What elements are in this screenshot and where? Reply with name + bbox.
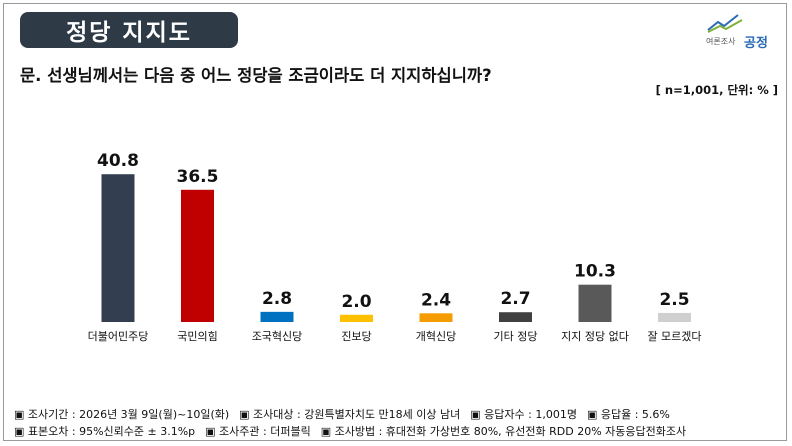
data-label-7: 2.5 [659,290,689,310]
bar-5 [499,312,532,322]
footer-row-1: ▣ 조사기간 : 2026년 3월 9일(월)~10일(화) ▣ 조사대상 : … [14,406,784,423]
footer-sponsor: ▣ 조사주관 : 더퍼블릭 [205,425,311,438]
footer-row-2: ▣ 표본오차 : 95%신뢰수준 ± 3.1%p ▣ 조사주관 : 더퍼블릭 ▣… [14,423,784,440]
logo-mark-icon [707,14,743,33]
footer-method: ▣ 조사방법 : 휴대전화 가상번호 80%, 유선전화 RDD 20% 자동응… [320,425,687,438]
category-label-3: 진보당 [341,330,371,343]
footer-respondents: ▣ 응답자수 : 1,001명 [470,408,577,421]
category-label-2: 조국혁신당 [252,330,303,343]
data-label-2: 2.8 [262,289,292,309]
data-label-0: 40.8 [97,151,139,171]
footer-target: ▣ 조사대상 : 강원특별자치도 만18세 이상 남녀 [239,408,461,421]
logo-text-small: 여론조사 [706,37,736,46]
bar-3 [340,314,373,322]
category-label-6: 지지 정당 없다 [561,330,629,343]
bar-0 [101,174,135,322]
survey-footer: ▣ 조사기간 : 2026년 3월 9일(월)~10일(화) ▣ 조사대상 : … [14,406,784,440]
slide-frame [3,3,787,441]
data-label-5: 2.7 [500,289,530,309]
footer-response-rate: ▣ 응답율 : 5.6% [586,408,670,421]
bar-4 [419,313,453,322]
category-label-0: 더불어민주당 [88,330,149,343]
bar-6 [578,284,612,322]
category-label-4: 개혁신당 [416,330,456,343]
data-label-6: 10.3 [574,262,616,282]
footer-margin-error: ▣ 표본오차 : 95%신뢰수준 ± 3.1%p [14,425,196,438]
category-label-5: 기타 정당 [494,330,538,343]
logo-text-big: 공정 [744,36,768,51]
bar-7 [658,312,691,322]
survey-question: 문. 선생님께서는 다음 중 어느 정당을 조금이라도 더 지지하십니까? [20,66,492,85]
data-label-3: 2.0 [341,292,371,312]
page-title: 정당 지지도 [20,12,238,48]
category-label-7: 잘 모르겠다 [647,330,701,343]
bar-2 [260,311,294,322]
sample-size-note: [ n=1,001, 단위: % ] [655,83,778,97]
data-label-4: 2.4 [421,290,451,310]
footer-period: ▣ 조사기간 : 2026년 3월 9일(월)~10일(화) [14,408,230,421]
bar-1 [181,189,214,322]
data-label-1: 36.5 [177,167,219,187]
bar-chart: 40.8 더불어민주당 36.5 국민의힘 2.8 조국혁신당 2.0 진보당 2.4 개혁신당 2… [88,151,702,343]
pollster-logo: 여론조사 공정 [700,12,780,51]
category-label-1: 국민의힘 [177,330,217,343]
